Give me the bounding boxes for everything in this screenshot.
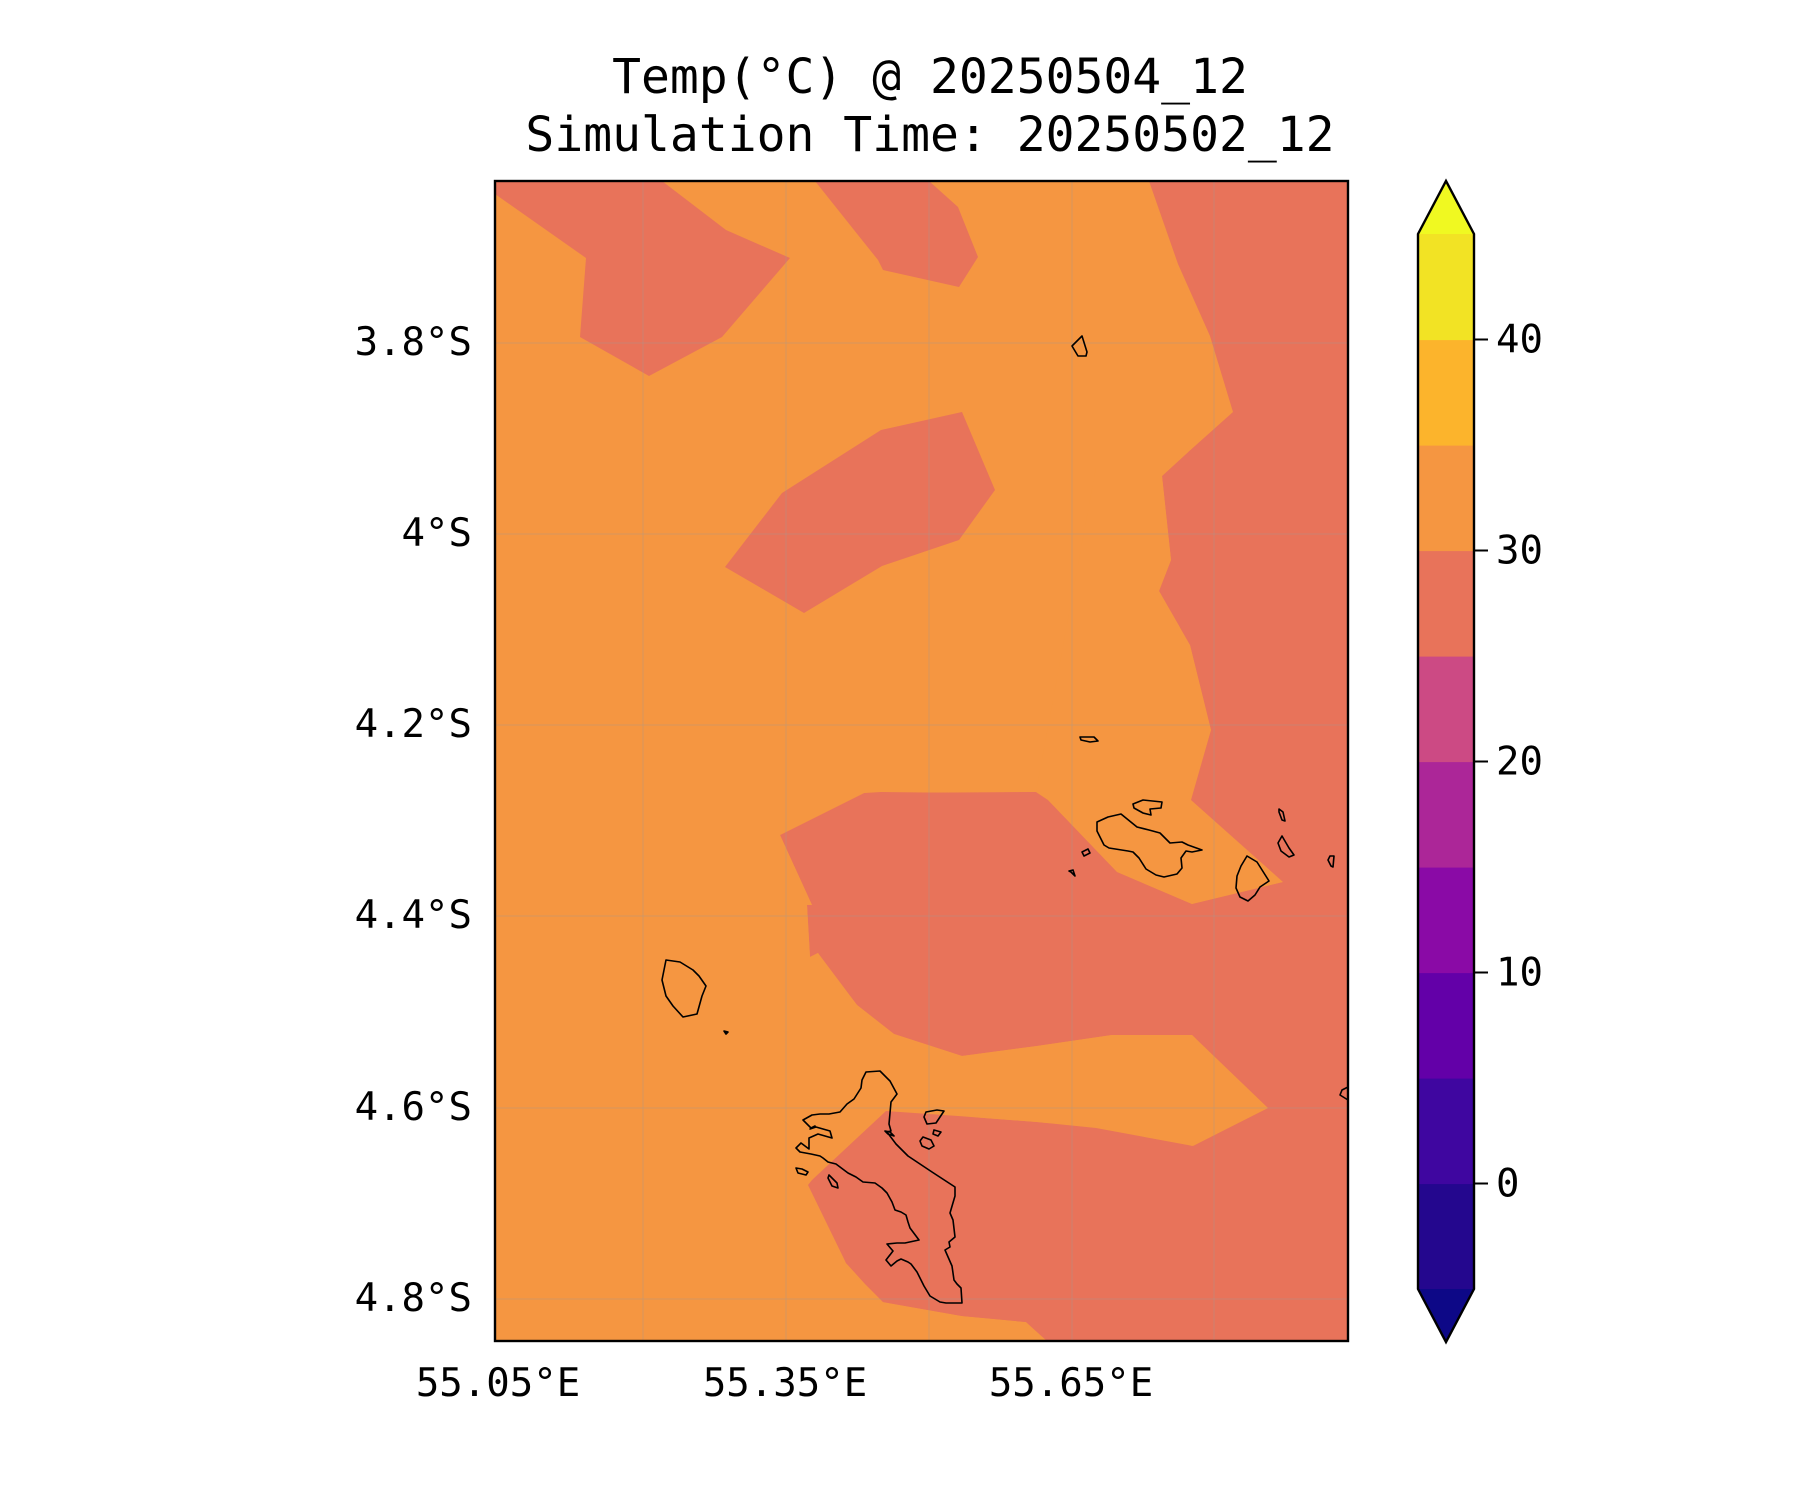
coastlines — [661, 335, 1349, 1304]
coastline-islet-1 — [1278, 808, 1286, 822]
map-frame — [493, 179, 1350, 1343]
lon-tick-label: 55.35°E — [703, 1361, 867, 1406]
latitude-axis: 3.8°S 4°S 4.2°S 4.4°S 4.6°S 4.8°S — [355, 320, 472, 1321]
title-line-1: Temp(°C) @ 20250504_12 — [612, 49, 1248, 105]
lat-tick-label: 4°S — [402, 511, 472, 556]
coastline-la-digue — [1235, 855, 1270, 902]
colorbar-tick-label: 30 — [1496, 529, 1543, 574]
map-panel — [493, 179, 1350, 1343]
colorbar-tick-label: 0 — [1496, 1162, 1519, 1207]
contour-region-center — [725, 412, 995, 613]
contour-region-east-main — [780, 181, 1348, 1341]
coastline-mahe — [795, 1070, 963, 1304]
contour-region-north-central — [815, 181, 978, 287]
coastline-marianne — [1327, 855, 1335, 868]
colorbar-tick-label: 10 — [1496, 951, 1543, 996]
colorbar-segment — [1418, 867, 1474, 974]
colorbar-segment — [1418, 1183, 1474, 1290]
colorbar-extend-min — [1418, 1289, 1474, 1342]
colorbar-segment — [1418, 1078, 1474, 1185]
colorbar: 0 10 20 30 40 — [1416, 178, 1543, 1345]
coastline-islet-3 — [1081, 848, 1091, 857]
lat-tick-label: 4.8°S — [355, 1276, 472, 1321]
lat-tick-label: 4.4°S — [355, 893, 472, 938]
coastline-islet-4 — [1068, 869, 1076, 877]
colorbar-segment — [1418, 234, 1474, 341]
colorbar-segment — [1418, 339, 1474, 446]
contour-inlet-mahe-north — [700, 793, 1268, 1180]
colorbar-segment — [1418, 656, 1474, 763]
colorbar-segment — [1418, 972, 1474, 1079]
coastline-curieuse — [1132, 799, 1163, 816]
colorbar-extend-max — [1418, 181, 1474, 234]
coastline-islet-2 — [1079, 736, 1099, 743]
graticule — [495, 181, 1348, 1341]
coastline-praslin — [1096, 813, 1203, 878]
colorbar-outline — [1416, 178, 1476, 1345]
coastline-edge-islet — [1339, 1086, 1349, 1101]
colorbar-segment — [1418, 445, 1474, 552]
lon-tick-label: 55.65°E — [989, 1361, 1153, 1406]
coastline-therese — [827, 1174, 839, 1189]
lat-tick-label: 3.8°S — [355, 320, 472, 365]
colorbar-tick-label: 20 — [1496, 740, 1543, 785]
colorbar-segment — [1418, 550, 1474, 657]
coastline-conception — [795, 1167, 809, 1176]
contour-region-northwest — [495, 181, 790, 376]
coastline-st-anne-3 — [932, 1129, 942, 1137]
coastline-silhouette — [661, 959, 707, 1018]
coastline-tiny-dot — [723, 1030, 729, 1035]
coastline-felicite — [1277, 835, 1295, 858]
contour-inlet-praslin — [1036, 181, 1283, 904]
coastline-denis-island — [1071, 335, 1088, 357]
lat-tick-label: 4.6°S — [355, 1085, 472, 1130]
coastline-islet-5 — [884, 1130, 895, 1137]
title-line-2: Simulation Time: 20250502_12 — [525, 107, 1335, 163]
longitude-axis: 55.05°E 55.35°E 55.65°E — [416, 1361, 1153, 1406]
map-title: Temp(°C) @ 20250504_12 Simulation Time: … — [0, 48, 1800, 164]
lon-tick-label: 55.05°E — [416, 1361, 580, 1406]
coastline-st-anne-1 — [923, 1109, 945, 1125]
lat-tick-label: 4.2°S — [355, 702, 472, 747]
colorbar-tick-label: 40 — [1496, 318, 1543, 363]
colorbar-segment — [1418, 761, 1474, 868]
coastline-st-anne-2 — [919, 1136, 935, 1150]
